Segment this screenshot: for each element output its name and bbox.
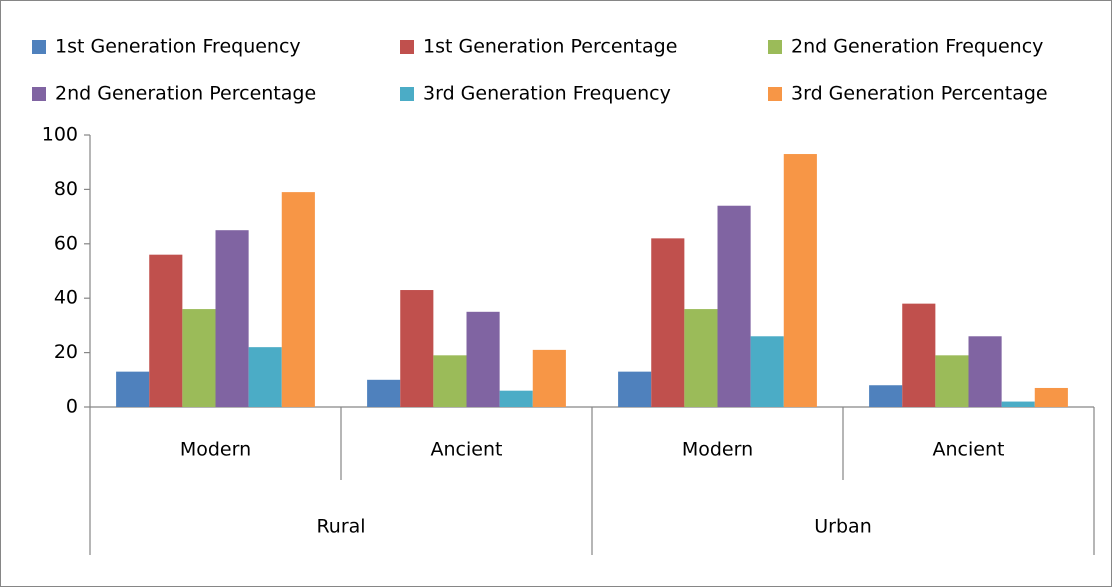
legend-label: 2nd Generation Frequency xyxy=(791,36,1043,58)
bar xyxy=(968,336,1002,407)
bar xyxy=(1034,387,1068,407)
bar xyxy=(116,371,150,407)
legend-label: 3rd Generation Percentage xyxy=(791,83,1048,105)
x-tick-label: Modern xyxy=(682,439,753,461)
legend-swatch xyxy=(768,40,782,54)
bar xyxy=(1001,401,1035,407)
legend-swatch xyxy=(32,40,46,54)
y-tick-label: 0 xyxy=(66,396,78,418)
legend-swatch xyxy=(32,87,46,101)
bar xyxy=(935,355,969,407)
bar xyxy=(433,355,467,407)
bar xyxy=(651,238,685,407)
legend-swatch xyxy=(400,40,414,54)
bar xyxy=(684,309,718,407)
bar xyxy=(182,309,216,407)
legend-label: 2nd Generation Percentage xyxy=(55,83,316,105)
y-tick-label: 60 xyxy=(54,232,78,254)
bar xyxy=(149,254,183,407)
bar xyxy=(618,371,652,407)
legend-swatch xyxy=(400,87,414,101)
bar xyxy=(466,311,500,407)
bar xyxy=(532,349,566,407)
bar xyxy=(499,390,533,407)
legend-label: 1st Generation Frequency xyxy=(55,36,301,58)
bar xyxy=(215,230,249,407)
group-label: Rural xyxy=(316,516,365,538)
x-tick-label: Ancient xyxy=(933,439,1005,461)
bar xyxy=(783,154,817,407)
bar xyxy=(717,205,751,407)
group-label: Urban xyxy=(814,516,871,538)
bar xyxy=(902,303,936,407)
y-tick-label: 80 xyxy=(54,178,78,200)
bar xyxy=(400,290,434,407)
x-tick-label: Modern xyxy=(180,439,251,461)
bar xyxy=(248,347,282,407)
x-tick-label: Ancient xyxy=(431,439,503,461)
bar xyxy=(367,379,401,407)
bar xyxy=(281,192,315,407)
y-tick-label: 40 xyxy=(54,287,78,309)
legend-label: 1st Generation Percentage xyxy=(423,36,677,58)
y-tick-label: 20 xyxy=(54,341,78,363)
bar xyxy=(869,385,903,407)
y-tick-label: 100 xyxy=(42,124,78,146)
legend-swatch xyxy=(768,87,782,101)
legend-label: 3rd Generation Frequency xyxy=(423,83,671,105)
bar xyxy=(750,336,784,407)
